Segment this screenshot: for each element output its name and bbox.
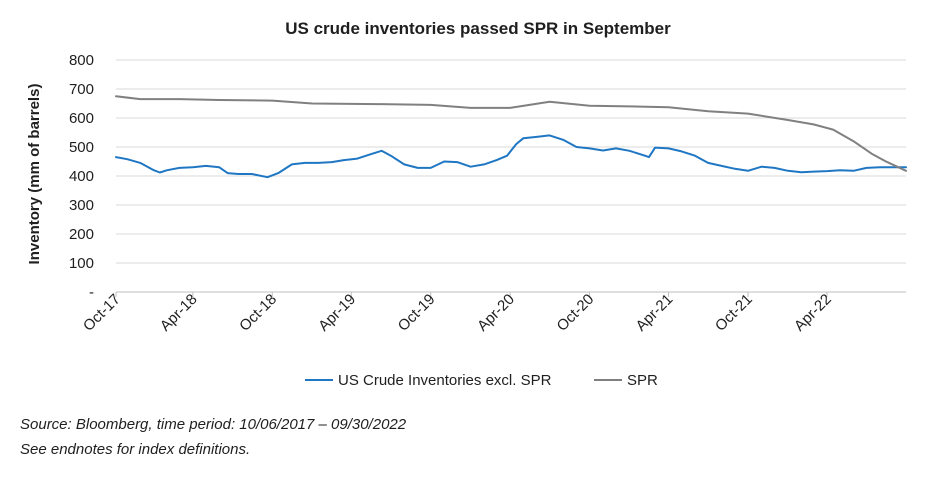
x-tick-label: Oct-17	[80, 291, 124, 335]
x-tick-label: Oct-20	[554, 291, 598, 335]
y-tick-label: 600	[69, 110, 94, 127]
chart-title: US crude inventories passed SPR in Septe…	[285, 19, 671, 38]
y-tick-label: -	[89, 284, 94, 301]
legend-label: SPR	[627, 372, 658, 389]
legend-label: US Crude Inventories excl. SPR	[338, 372, 552, 389]
series-line-us-crude	[115, 134, 907, 179]
x-tick-label: Oct-18	[236, 291, 280, 335]
x-tick-label: Apr-22	[791, 291, 835, 335]
x-tick-label: Oct-21	[712, 291, 756, 335]
series-line-spr	[115, 95, 907, 172]
y-tick-label: 800	[69, 52, 94, 69]
line-chart: US crude inventories passed SPR in Septe…	[26, 19, 907, 389]
y-tick-label: 300	[69, 197, 94, 214]
y-axis-ticks: - 100 200 300 400 500 600 700 800	[69, 52, 94, 301]
x-axis: Oct-17 Apr-18 Oct-18 Apr-19 Oct-19 Apr-20 Oct-…	[80, 291, 906, 335]
y-axis-label: Inventory (mm of barrels)	[26, 84, 43, 265]
x-tick-label: Oct-19	[395, 291, 439, 335]
y-tick-label: 100	[69, 255, 94, 272]
series-lines	[115, 95, 907, 179]
y-tick-label: 200	[69, 226, 94, 243]
x-tick-label: Apr-18	[157, 291, 201, 335]
legend: US Crude Inventories excl. SPR SPR	[305, 372, 658, 389]
x-tick-label: Apr-21	[633, 291, 677, 335]
x-tick-label: Apr-19	[315, 291, 359, 335]
source-note: Source: Bloomberg, time period: 10/06/20…	[20, 416, 407, 433]
y-tick-label: 400	[69, 168, 94, 185]
x-tick-label: Apr-20	[474, 291, 518, 335]
y-tick-label: 500	[69, 139, 94, 156]
y-tick-label: 700	[69, 81, 94, 98]
endnotes-note: See endnotes for index definitions.	[20, 441, 251, 458]
gridlines	[116, 59, 906, 264]
